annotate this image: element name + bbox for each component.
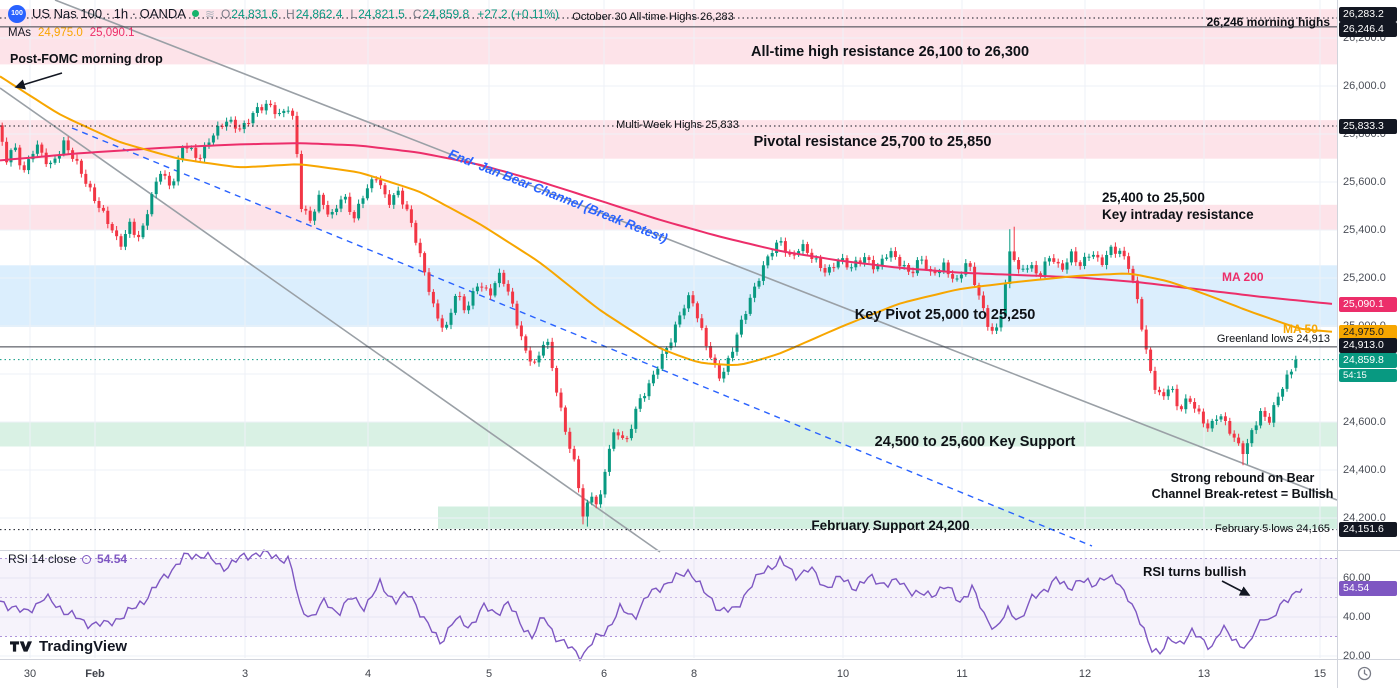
ohlc-close: C24,859.8 [412, 6, 470, 21]
ma50-value: 24,975.0 [38, 26, 83, 39]
ohlc-high: H24,862.4 [286, 6, 343, 21]
grid-layer [0, 0, 1337, 658]
symbol-title[interactable]: US Nas 100 · 1h · OANDA [32, 6, 186, 21]
time-tick-label: 13 [1197, 668, 1211, 680]
price-badge: 24,151.6 [1339, 522, 1397, 538]
time-tick-label: 3 [241, 668, 249, 680]
rsi-legend-value: 54.54 [97, 552, 128, 566]
rsi-tick-label: 60.00 [1343, 571, 1371, 584]
time-tick-label: 10 [836, 668, 850, 680]
rsi-legend[interactable]: RSI 14 close 54.54 [8, 552, 127, 566]
ohlc-low: L24,821.5 [350, 6, 405, 21]
time-tick-label: 12 [1078, 668, 1092, 680]
price-tick-label: 24,600.0 [1343, 415, 1386, 428]
market-status-dot [191, 10, 199, 17]
price-badge: 24,913.0 [1339, 338, 1397, 354]
time-tick-label: 15 [1313, 668, 1327, 680]
data-mode-icon: ≋ [204, 6, 215, 21]
ohlc-open: O24,831.6 [220, 6, 279, 21]
price-scale[interactable]: 26,200.0 26,000.0 25,800.0 25,600.0 25,400.0… [1338, 0, 1400, 662]
time-tick-label: 11 [956, 668, 968, 680]
tradingview-logo[interactable]: TradingView [10, 638, 127, 655]
annotation-intraday-resistance: 25,400 to 25,500 Key intraday resistance [1102, 189, 1254, 223]
annotation-greenland-lows: Greenland lows 24,913 [1216, 333, 1330, 345]
annotation-multiweek-highs: Multi-Week Highs 25,833 [616, 119, 739, 131]
symbol-icon: 100 [8, 4, 26, 23]
symbol-row[interactable]: 100 US Nas 100 · 1h · OANDA ≋ O24,831.6 … [8, 4, 559, 23]
annotation-key-pivot: Key Pivot 25,000 to 25,250 [854, 307, 1036, 323]
time-scale[interactable]: 30 Feb 3 4 5 6 8 10 11 12 13 15 [0, 661, 1400, 688]
price-tick-label: 26,000.0 [1343, 79, 1386, 92]
price-badge: 24,975.0 [1339, 324, 1397, 340]
price-tick-label: 25,600.0 [1343, 175, 1386, 188]
annotation-strong-rebound: Strong rebound on Bear Channel Break-ret… [1145, 470, 1340, 502]
bands-layer [0, 9, 1337, 529]
price-badge: 25,090.1 [1339, 296, 1397, 312]
candle-countdown-badge: 54:15 [1339, 368, 1397, 382]
rsi-layer [0, 549, 1337, 662]
annotation-intraday-line2: Key intraday resistance [1102, 207, 1254, 222]
ohlc-change: +27.2 (+0.11%) [477, 6, 560, 21]
levels-layer [0, 17, 1337, 531]
price-badge: 26,283.2 [1339, 6, 1397, 22]
tradingview-mark-icon [10, 641, 32, 652]
annotation-rsi-bullish: RSI turns bullish [1143, 564, 1247, 579]
annotation-february-support: February Support 24,200 [811, 518, 970, 533]
time-tick-label: 5 [485, 668, 493, 680]
timezone-clock-icon[interactable] [1357, 666, 1372, 686]
ma200-value: 25,090.1 [89, 26, 135, 39]
time-tick-label: 30 [23, 668, 37, 680]
price-tick-label: 24,400.0 [1343, 463, 1386, 476]
channel-layer [0, 0, 1338, 553]
time-tick-label: 8 [690, 668, 698, 680]
ma-layer [0, 75, 1333, 366]
time-tick-label: Feb [85, 668, 105, 680]
annotation-feb5-lows: February 5 lows 24,165 [1215, 523, 1330, 535]
price-tick-label: 24,200.0 [1343, 511, 1386, 524]
chart-legend[interactable]: 100 US Nas 100 · 1h · OANDA ≋ O24,831.6 … [8, 4, 559, 40]
annotation-morning-highs: 26,246 morning highs [1206, 15, 1330, 29]
rsi-tick-label: 20.00 [1343, 649, 1371, 662]
price-badge: 24,859.8 [1339, 353, 1397, 369]
annotation-intraday-line1: 25,400 to 25,500 [1102, 190, 1205, 205]
annotation-post-fomc: Post-FOMC morning drop [10, 52, 163, 66]
ma-legend-label: MAs [8, 26, 31, 39]
annotation-rebound-line1: Strong rebound on Bear [1170, 471, 1315, 485]
annotation-ath-resistance: All-time high resistance 26,100 to 26,30… [750, 44, 1030, 60]
annotation-key-support: 24,500 to 25,600 Key Support [874, 434, 1076, 450]
ohlc-values: O24,831.6 H24,862.4 L24,821.5 C24,859.8 … [221, 7, 559, 21]
annotation-october-highs: October 30 All-time Highs 26,283 [572, 11, 734, 23]
time-tick-label: 6 [600, 668, 608, 680]
price-tick-label: 25,400.0 [1343, 223, 1386, 236]
annotation-ma200-label: MA 200 [1222, 270, 1264, 284]
annotation-rebound-line2: Channel Break-retest = Bullish [1151, 487, 1334, 501]
rsi-legend-label: RSI 14 close [8, 552, 77, 566]
arrows-layer [14, 72, 1251, 596]
price-badge: 26,246.4 [1339, 22, 1397, 38]
rsi-indicator-icon [82, 554, 92, 564]
price-tick-label: 25,200.0 [1343, 271, 1386, 284]
rsi-value-badge: 54.54 [1339, 581, 1397, 597]
ma-legend-row[interactable]: MAs 24,975.0 25,090.1 [8, 25, 559, 40]
annotation-pivotal-resistance: Pivotal resistance 25,700 to 25,850 [753, 134, 992, 150]
annotation-ma50-label: MA 50 [1283, 322, 1318, 336]
rsi-tick-label: 40.00 [1343, 610, 1371, 623]
tradingview-wordmark: TradingView [39, 638, 128, 655]
price-badge: 25,833.3 [1339, 118, 1397, 134]
time-tick-label: 4 [364, 668, 372, 680]
